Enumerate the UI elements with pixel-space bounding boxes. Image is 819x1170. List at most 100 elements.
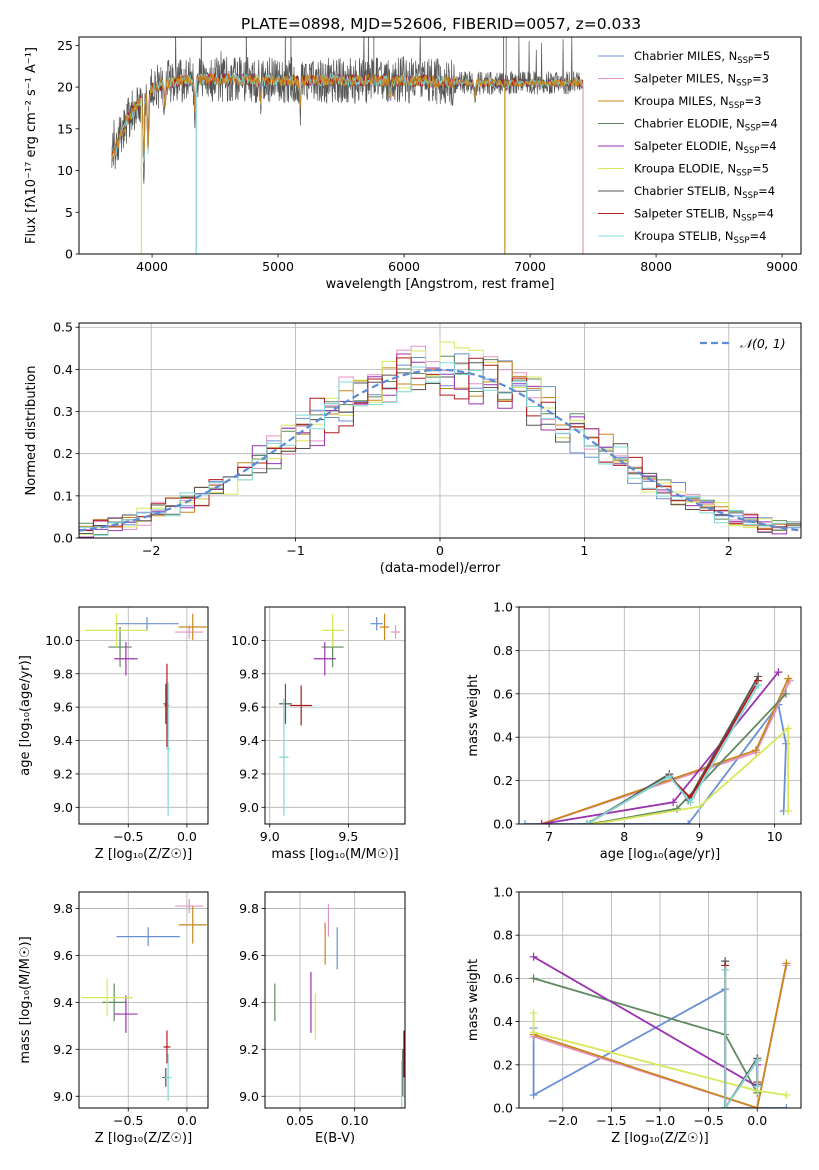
x-tick-label: 7 [545,829,553,844]
weight-marker [753,1056,762,1065]
legend-subscript-7: SSP [741,214,757,224]
y-tick-label: 9.6 [239,948,259,963]
weight-line-2 [541,678,790,824]
axes-frame [78,891,209,1109]
weight-marker [774,668,783,677]
legend-nssp-4: =4 [760,139,777,153]
weight-marker [753,1082,762,1091]
axes-frame [264,606,406,825]
weight-marker [721,965,730,974]
weight_vs_age-panel: 7 8 9 10 0.0 0.2 0.4 0.6 0.8 1.0 age [log₁₀(age/yr… [466,600,802,862]
legend-label-6: Chabrier STELIB, NSSP=4 [634,184,775,201]
y-tick-label: 9.2 [239,1042,259,1057]
x-tick-label: 4000 [136,259,168,274]
x-tick-label: 0.10 [341,1113,369,1128]
y-axis-label: Flux [fλ10⁻¹⁷ erg cm⁻² s⁻¹ A⁻¹] [24,47,39,244]
histogram-7 [79,357,801,533]
axes-frame [78,322,802,539]
x-tick-label: −0.5 [113,1113,143,1128]
y-axis-label: mass weight [466,674,481,756]
weight-line-8 [724,969,759,1108]
legend-subscript-3: SSP [745,124,761,134]
legend-label-4: Salpeter ELODIE, NSSP=4 [634,139,777,156]
y-tick-label: 5 [65,205,73,220]
figure-title: PLATE=0898, MJD=52606, FIBERID=0057, z=0… [241,15,641,33]
weight_vs_Z-panel: −2.0 −1.5 −1.0 −0.5 0.0 0.0 0.2 0.4 0.6 0.8 1.0 Z [… [466,885,802,1146]
y-tick-label: 10.0 [231,633,259,648]
y-tick-label: 9.4 [53,995,73,1010]
weight-marker [521,820,530,824]
weight-marker [582,820,591,824]
y-axis-label: mass weight [466,959,481,1041]
weight-marker [754,681,763,690]
weight-marker [782,1104,791,1108]
y-axis-label: mass [log₁₀(M/M☉)] [18,936,33,1063]
residuals-panel: −2 −1 0 1 2 0.0 0.1 0.2 0.3 0.4 0.5 (data-model)/er… [24,320,802,576]
age_vs_mass-panel: 9.0 9.5 9.0 9.2 9.4 9.6 9.8 10.0 mass [log₁₀(M/M… [231,606,406,862]
axes-frame [78,606,209,825]
legend-label-0: Chabrier MILES, NSSP=5 [634,49,770,66]
x-tick-label: 0.0 [177,1113,197,1128]
legend-nssp-8: =4 [749,229,766,243]
x-axis-label: wavelength [Angstrom, rest frame] [326,277,555,292]
x-tick-label: 9000 [766,259,798,274]
legend-label-8: Kroupa STELIB, NSSP=4 [634,229,766,246]
weight-marker [665,772,674,781]
y-tick-label: 10 [57,163,73,178]
weight-marker [590,820,599,824]
mass_vs_Z-panel: −0.5 0.0 9.0 9.2 9.4 9.6 9.8 Z [log₁₀(Z/Z☉)] mas… [18,891,209,1146]
x-tick-label: 9 [696,829,704,844]
legend-nssp-2: =3 [744,94,761,108]
y-tick-label: 25 [57,38,73,53]
weight-marker [529,1028,538,1037]
x-tick-label: 5000 [262,259,294,274]
axes-frame [264,891,406,1109]
x-tick-label: −0.5 [693,1113,723,1128]
x-tick-label: 1 [580,543,588,558]
age_vs_Z-panel: −0.5 0.0 9.0 9.2 9.4 9.6 9.8 10.0 Z [log₁₀(Z/Z☉)… [18,606,209,862]
spectrum-line-6 [111,37,583,184]
legend-subscript-5: SSP [736,169,752,179]
weight-marker [782,959,791,968]
y-tick-label: 0.8 [493,928,513,943]
x-tick-label: −2.0 [548,1113,578,1128]
y-tick-label: 1.0 [493,600,513,615]
weight-marker [684,820,693,824]
spectrum-plot [111,37,584,254]
y-tick-label: 0.4 [493,1014,513,1029]
weight-line-5 [594,726,790,824]
y-tick-label: 9.2 [53,766,73,781]
x-tick-label: −1 [286,543,304,558]
y-tick-label: 1.0 [493,885,513,900]
x-axis-label: (data-model)/error [380,561,501,576]
y-tick-label: 9.2 [53,1042,73,1057]
y-tick-label: 0.2 [493,773,513,788]
y-tick-label: 9.2 [239,766,259,781]
y-tick-label: 9.0 [239,800,259,815]
weight-marker [753,1104,762,1108]
weight-marker [529,1008,538,1017]
y-tick-label: 9.6 [53,700,73,715]
x-tick-label: 10 [767,829,783,844]
y-tick-label: 0.2 [53,446,73,461]
legend-nssp-3: =4 [761,117,778,131]
weight-marker [784,724,793,733]
y-tick-label: 0.8 [493,643,513,658]
y-tick-label: 0.4 [53,362,73,377]
x-tick-label: −0.5 [113,829,143,844]
legend-nssp-6: =4 [758,184,775,198]
y-tick-label: 0.5 [53,320,73,335]
legend-label-3: Chabrier ELODIE, NSSP=4 [634,117,778,134]
x-tick-label: 0.0 [747,1113,767,1128]
x-tick-label: 0 [436,543,444,558]
y-tick-label: 9.4 [239,995,259,1010]
y-tick-label: 9.6 [239,700,259,715]
y-tick-label: 0 [65,247,73,262]
y-tick-label: 10.0 [45,633,73,648]
x-axis-label: Z [log₁₀(Z/Z☉)] [611,1131,708,1146]
mass_vs_ebv-plot [274,903,405,1108]
weight-marker [784,806,793,815]
weight-marker [529,1091,538,1100]
legend-subscript-1: SSP [736,79,752,89]
legend-subscript-8: SSP [734,236,750,246]
